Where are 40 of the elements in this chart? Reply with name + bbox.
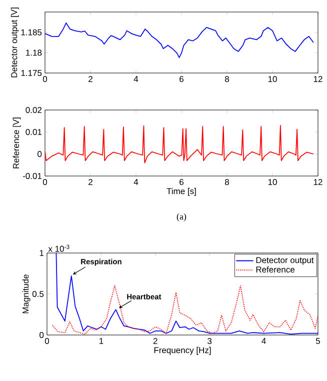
y-tick-label: 0 [40, 332, 44, 338]
y-tick-label: 1.18 [26, 50, 42, 56]
legend-label: Reference [256, 266, 294, 273]
y-tick-label: 0.02 [26, 107, 42, 114]
x-tick-label: 4 [134, 76, 138, 82]
line-series [45, 22, 314, 58]
x-tick-label: 0 [44, 338, 50, 344]
line-series [45, 124, 314, 164]
y-axis-title: Magnitude [22, 274, 30, 314]
x-tick-label: 6 [180, 76, 184, 82]
y-tick-label: 0.5 [32, 290, 44, 297]
x-tick-label: 4 [134, 179, 138, 185]
x-tick-label: 5 [316, 338, 320, 344]
x-tick-label: 10 [268, 76, 277, 82]
y-axis-title: Detector output [V] [10, 8, 19, 78]
y-tick-label: 1 [40, 250, 44, 256]
y-axis-title: Reference [V] [12, 118, 21, 168]
y-tick-label: 0.01 [26, 129, 42, 136]
x-axis-title: Time [s] [166, 188, 196, 196]
x-axis-title: Frequency [Hz] [154, 346, 211, 355]
x-tick-label: 12 [314, 179, 322, 185]
x-tick-label: 8 [225, 179, 229, 186]
x-tick-label: 4 [262, 338, 266, 344]
x-tick-label: 2 [153, 338, 158, 344]
text: x 10$^{-3}$ [48, 244, 70, 252]
y-tick-label: 0 [38, 151, 42, 158]
x-tick-label: 10 [268, 179, 277, 186]
y-tick-label: 1.185 [21, 29, 42, 36]
x-tick-label: 2 [88, 76, 92, 82]
x-tick-label: 3 [208, 338, 212, 344]
x-tick-label: 1 [99, 338, 104, 344]
text: (a) [176, 213, 186, 222]
x-tick-label: 2 [88, 179, 92, 185]
legend-label: Detector output [256, 257, 314, 265]
x-tick-label: 12 [314, 76, 322, 82]
x-tick-label: 8 [225, 76, 229, 82]
x-tick-label: 6 [180, 179, 184, 186]
y-tick-label: -0.01 [22, 172, 42, 180]
y-tick-label: 1.175 [21, 70, 42, 76]
line-series [52, 285, 318, 335]
